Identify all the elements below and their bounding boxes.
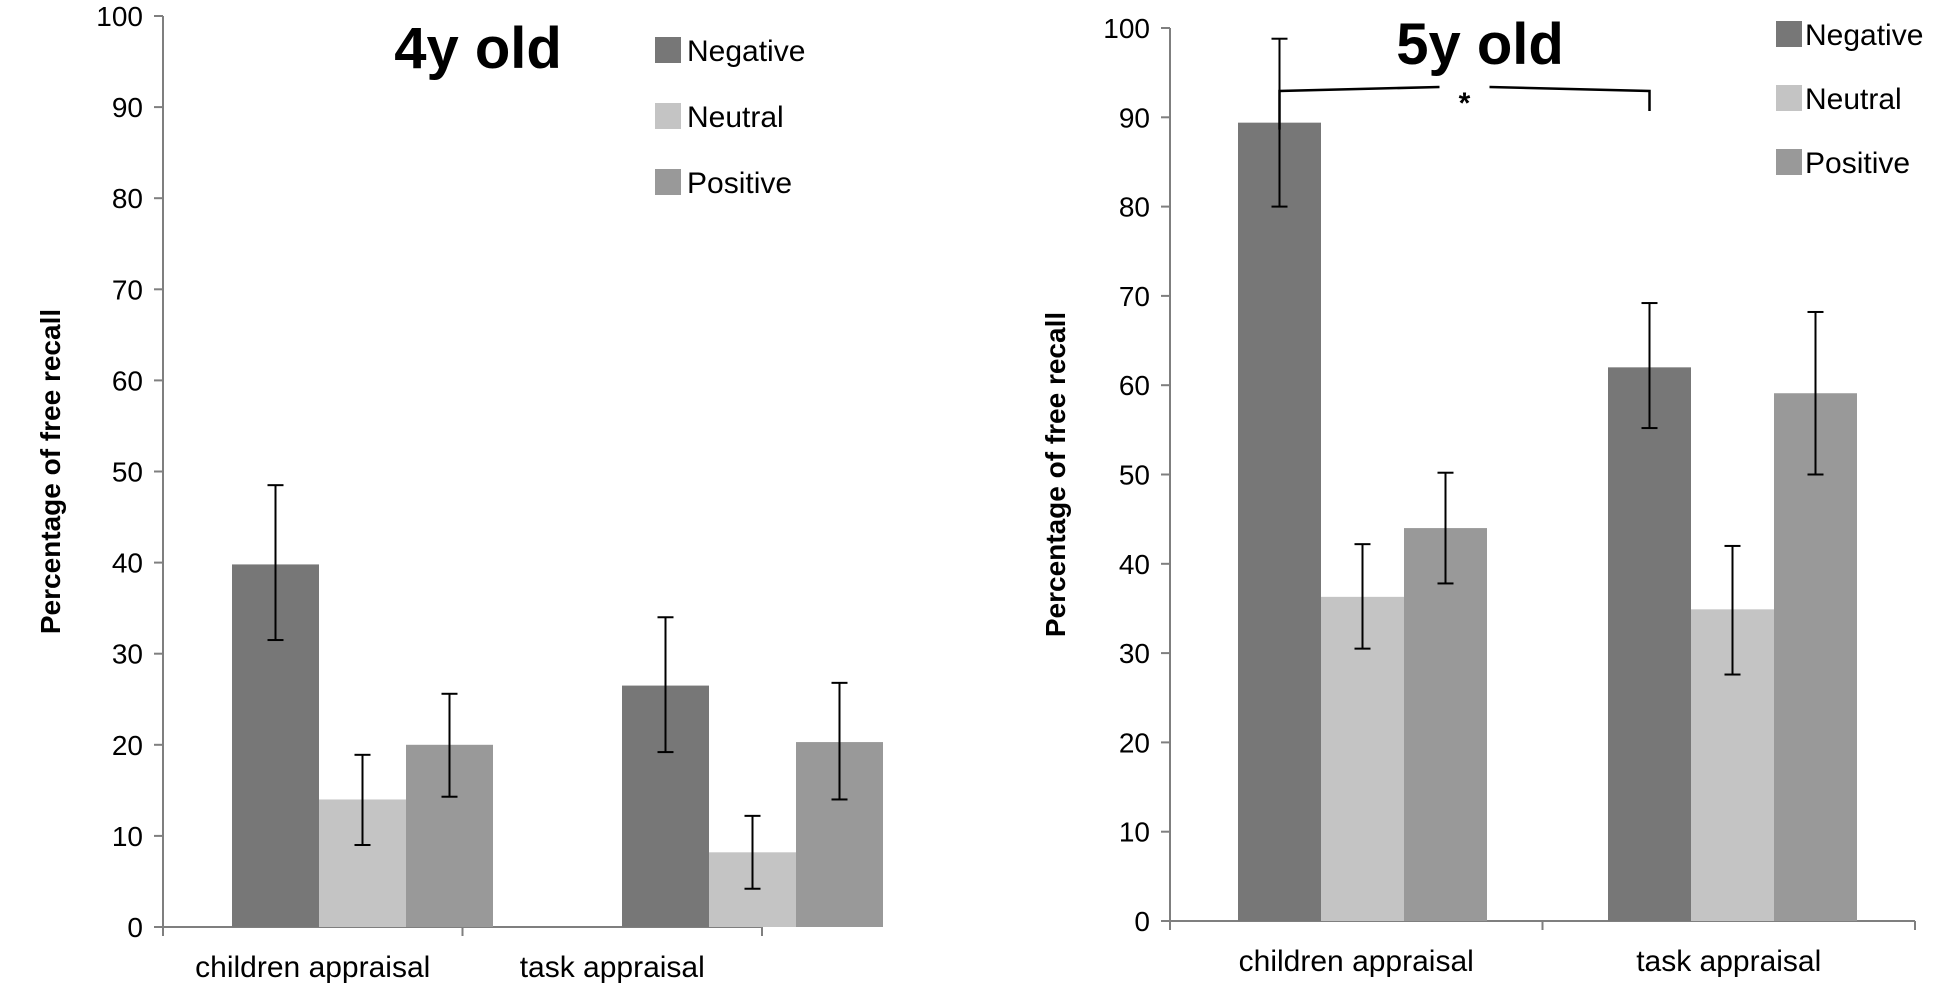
legend-label-negative: Negative <box>1805 19 1923 52</box>
y-tick-label: 50 <box>112 457 143 488</box>
y-tick-label: 30 <box>112 639 143 670</box>
error-bar <box>1724 544 1741 676</box>
legend-label-positive: Positive <box>687 167 792 200</box>
y-axis-label: Percentage of free recall <box>1040 312 1071 637</box>
legend: Negative Neutral Positive <box>1776 19 1923 180</box>
error-bar <box>657 616 674 754</box>
legend: Negative Neutral Positive <box>655 35 805 200</box>
error-bar <box>744 814 761 890</box>
y-tick-label: 90 <box>1119 102 1150 133</box>
y-axis-label: Percentage of free recall <box>35 309 66 634</box>
y-tick-label: 80 <box>1119 192 1150 223</box>
y-tick-label: 60 <box>1119 370 1150 401</box>
y-tick-label: 0 <box>1134 906 1150 937</box>
legend-label-neutral: Neutral <box>1805 83 1902 116</box>
error-bar <box>1807 310 1824 476</box>
legend-label-neutral: Neutral <box>687 101 784 134</box>
bar-positive-task-appraisal <box>1774 393 1857 921</box>
error-bar <box>1354 543 1371 650</box>
chart-title: 4y old <box>394 16 562 81</box>
legend-label-positive: Positive <box>1805 147 1910 180</box>
error-bar <box>1641 302 1658 430</box>
bracket-left <box>1278 85 1440 130</box>
bar-neutral-children-appraisal <box>1321 596 1404 921</box>
error-bar <box>1437 471 1454 585</box>
y-tick-label: 90 <box>112 92 143 123</box>
chart-title: 5y old <box>1396 12 1564 77</box>
y-tick-label: 20 <box>1119 727 1150 758</box>
legend-label-negative: Negative <box>687 35 805 68</box>
bar-positive-children-appraisal <box>1404 528 1487 921</box>
bar-negative-children-appraisal <box>1238 122 1321 921</box>
y-tick-label: 100 <box>1103 13 1150 44</box>
x-category-label: children appraisal <box>195 951 430 984</box>
bar-negative-task-appraisal <box>1608 367 1691 922</box>
y-tick-label: 100 <box>96 1 143 32</box>
x-category-label: task appraisal <box>1636 945 1821 978</box>
y-tick-label: 70 <box>1119 281 1150 312</box>
error-bar <box>354 753 371 847</box>
y-tick-label: 50 <box>1119 460 1150 491</box>
y-tick-label: 80 <box>112 183 143 214</box>
legend-swatch-neutral <box>655 103 681 129</box>
legend-swatch-neutral <box>1776 85 1802 111</box>
chart-4y-panel: 0 10 20 30 40 50 60 70 80 90 100 children appraisal… <box>35 1 883 984</box>
significance-star: * <box>1459 87 1471 120</box>
y-tick-label: 30 <box>1119 638 1150 669</box>
chart-5y-panel: 0 10 20 30 40 50 60 70 80 90 100 children appraisal… <box>1040 12 1923 978</box>
y-tick-label: 40 <box>112 548 143 579</box>
legend-swatch-negative <box>1776 21 1802 47</box>
bracket-right <box>1489 85 1651 111</box>
x-category-label: children appraisal <box>1239 945 1474 978</box>
legend-swatch-negative <box>655 37 681 63</box>
legend-swatch-positive <box>1776 149 1802 175</box>
error-bar <box>441 692 458 798</box>
y-tick-label: 0 <box>127 912 143 943</box>
y-tick-label: 40 <box>1119 549 1150 580</box>
y-tick-label: 20 <box>112 730 143 761</box>
y-tick-label: 10 <box>112 821 143 852</box>
y-tick-label: 10 <box>1119 817 1150 848</box>
error-bar <box>831 681 848 801</box>
y-tick-label: 60 <box>112 365 143 396</box>
legend-swatch-positive <box>655 169 681 195</box>
y-tick-label: 70 <box>112 274 143 305</box>
significance-bracket <box>1278 85 1651 130</box>
error-bar <box>267 484 284 642</box>
x-category-label: task appraisal <box>520 951 705 984</box>
